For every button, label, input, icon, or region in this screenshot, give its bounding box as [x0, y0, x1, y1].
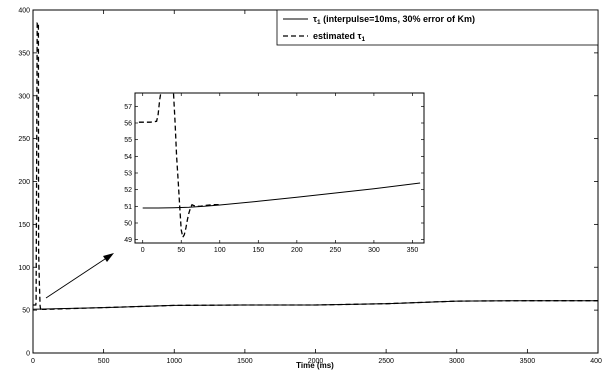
y-tick-label: 400	[18, 8, 30, 15]
legend-entry-2: estimated τ1	[313, 31, 366, 43]
inset-x-tick-label: 100	[214, 247, 226, 254]
x-tick-label: 3500	[520, 358, 536, 365]
x-tick-label: 1000	[166, 358, 182, 365]
legend: τ1 (interpulse=10ms, 30% error of Km) es…	[276, 9, 599, 46]
inset-y-tick-label: 53	[124, 171, 132, 178]
main-axis-ticks: 0500100015002000250030003500400005010015…	[18, 8, 602, 366]
inset-y-tick-label: 52	[124, 187, 132, 194]
inset-x-tick-label: 300	[368, 247, 380, 254]
y-tick-label: 250	[18, 136, 30, 143]
inset-pointer-arrow	[45, 253, 114, 299]
x-tick-label: 500	[98, 358, 110, 365]
y-tick-label: 0	[26, 351, 30, 358]
inset-y-tick-label: 51	[124, 204, 132, 211]
inset-series-line-tau	[142, 182, 421, 209]
x-tick-label: 2000	[308, 358, 324, 365]
inset-series-group	[138, 93, 421, 239]
y-tick-label: 300	[18, 93, 30, 100]
x-tick-label: 3000	[449, 358, 465, 365]
inset-y-tick-label: 54	[124, 154, 132, 161]
y-tick-label: 350	[18, 50, 30, 57]
inset-plot-area	[134, 92, 425, 244]
inset-y-tick-label: 49	[124, 237, 132, 244]
y-tick-label: 100	[18, 265, 30, 272]
inset-series-line-estimated	[138, 93, 220, 239]
inset-x-tick-label: 350	[407, 247, 419, 254]
y-tick-label: 200	[18, 179, 30, 186]
main-series-group	[33, 22, 598, 314]
inset-x-tick-label: 250	[330, 247, 342, 254]
inset-x-tick-label: 50	[177, 247, 185, 254]
inset-y-tick-label: 57	[124, 104, 132, 111]
inset-x-tick-label: 200	[291, 247, 303, 254]
inset-axis-ticks: 0 50 100 150 200 250 300 350 49 50 51 52 53 54 55 56 57	[124, 93, 424, 254]
inset-x-tick-label: 0	[141, 247, 145, 254]
inset-y-tick-label: 55	[124, 137, 132, 144]
x-tick-label: 2500	[378, 358, 394, 365]
inset-y-tick-label: 56	[124, 121, 132, 128]
y-tick-label: 150	[18, 222, 30, 229]
x-axis-label: Time (ms)	[296, 361, 334, 370]
inset-x-tick-label: 150	[252, 247, 264, 254]
legend-entry-1: τ1 (interpulse=10ms, 30% error of Km)	[313, 14, 475, 26]
x-tick-label: 0	[31, 358, 35, 365]
series-line-estimated	[33, 22, 598, 314]
y-tick-label: 50	[22, 308, 30, 315]
inset-y-tick-label: 50	[124, 221, 132, 228]
legend-box	[276, 9, 599, 46]
x-tick-label: 1500	[237, 358, 253, 365]
